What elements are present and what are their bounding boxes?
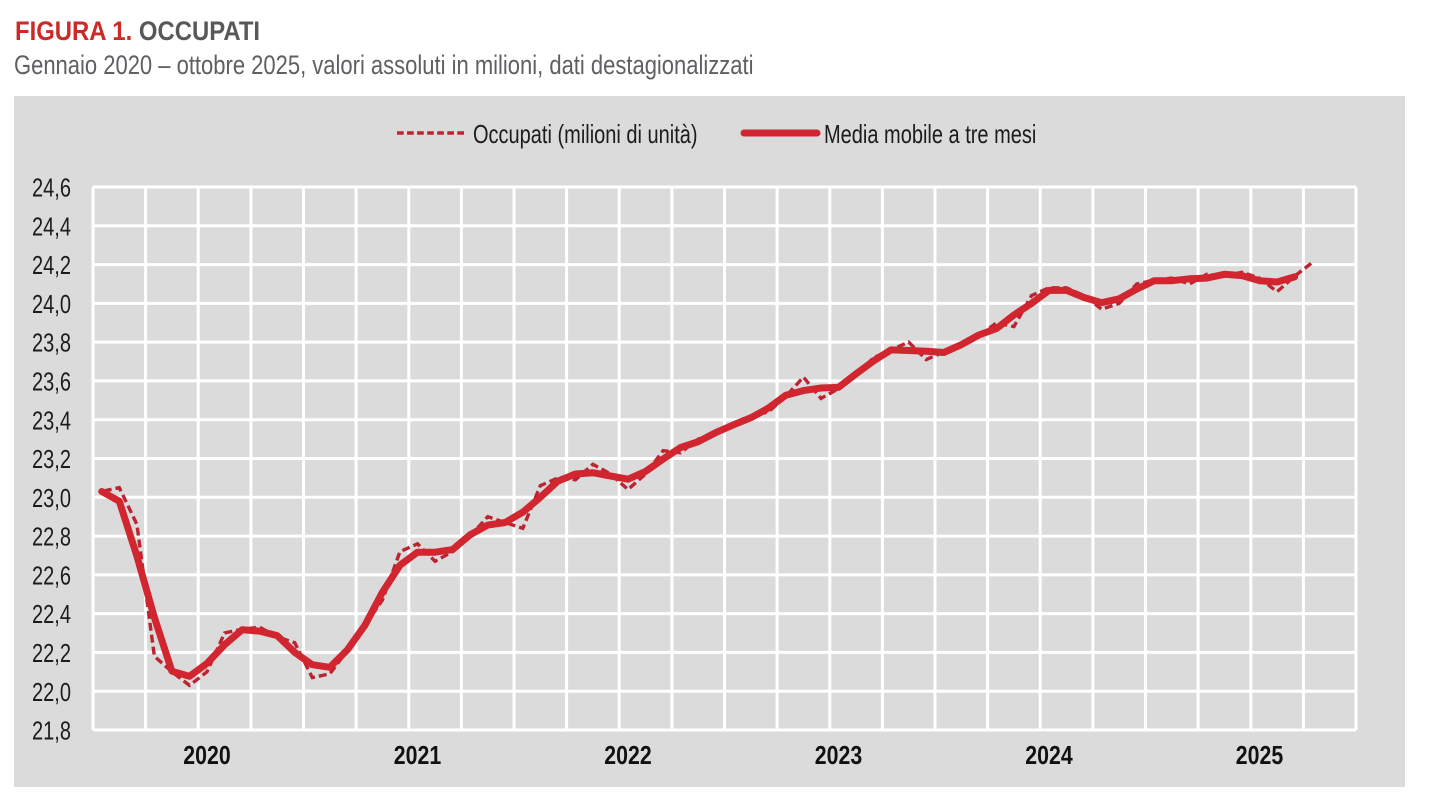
svg-text:23,6: 23,6 — [32, 367, 71, 396]
svg-text:24,6: 24,6 — [32, 173, 71, 202]
svg-text:Gennaio 2020 – ottobre 2025, v: Gennaio 2020 – ottobre 2025, valori asso… — [14, 51, 753, 81]
svg-text:22,6: 22,6 — [32, 561, 71, 590]
svg-text:2020: 2020 — [183, 741, 230, 771]
svg-text:24,4: 24,4 — [32, 212, 71, 241]
svg-text:24,2: 24,2 — [32, 251, 71, 280]
svg-text:Media mobile a tre mesi: Media mobile a tre mesi — [824, 120, 1036, 149]
svg-text:23,0: 23,0 — [32, 483, 71, 512]
svg-text:FIGURA 1. OCCUPATI: FIGURA 1. OCCUPATI — [15, 17, 260, 47]
svg-text:23,4: 23,4 — [32, 406, 71, 435]
svg-text:2023: 2023 — [815, 741, 862, 771]
svg-text:23,8: 23,8 — [32, 328, 71, 357]
svg-text:Occupati (milioni di unità): Occupati (milioni di unità) — [473, 120, 698, 149]
svg-text:2021: 2021 — [394, 741, 441, 771]
svg-text:2022: 2022 — [604, 741, 651, 771]
svg-text:22,4: 22,4 — [32, 600, 71, 629]
svg-text:22,8: 22,8 — [32, 522, 71, 551]
svg-text:22,0: 22,0 — [32, 677, 71, 706]
svg-text:21,8: 21,8 — [32, 716, 71, 745]
svg-text:24,0: 24,0 — [32, 289, 71, 318]
svg-text:2025: 2025 — [1236, 741, 1283, 771]
svg-text:2024: 2024 — [1025, 741, 1073, 771]
svg-text:23,2: 23,2 — [32, 445, 71, 474]
svg-text:22,2: 22,2 — [32, 638, 71, 667]
